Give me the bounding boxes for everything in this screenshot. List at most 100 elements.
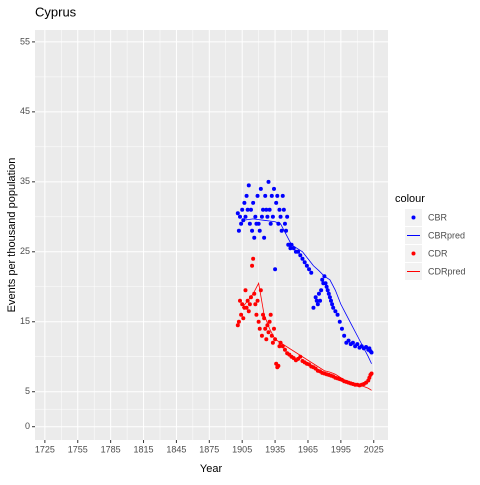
point — [296, 249, 301, 254]
point — [279, 228, 284, 233]
point — [331, 305, 336, 310]
point — [278, 214, 283, 219]
point — [266, 179, 271, 184]
point — [285, 214, 290, 219]
point — [251, 256, 256, 261]
point — [282, 347, 287, 352]
point — [246, 183, 251, 188]
point — [250, 228, 255, 233]
point — [255, 298, 260, 303]
point — [238, 214, 243, 219]
point — [259, 333, 264, 338]
point — [314, 298, 319, 303]
point — [265, 214, 270, 219]
x-tick-label: 1785 — [101, 444, 121, 454]
point — [323, 281, 328, 286]
point — [298, 253, 303, 258]
point — [364, 344, 369, 349]
y-tick-label: 55 — [20, 36, 30, 46]
point — [263, 193, 268, 198]
point — [236, 319, 241, 324]
y-tick-label: 25 — [20, 246, 30, 256]
point — [327, 295, 332, 300]
point — [242, 200, 247, 205]
point — [238, 298, 243, 303]
point — [245, 207, 250, 212]
point — [350, 340, 355, 345]
legend-label: CBR — [428, 212, 448, 222]
x-tick-label: 1905 — [232, 444, 252, 454]
point — [257, 228, 262, 233]
point — [274, 200, 279, 205]
point — [251, 200, 256, 205]
point — [276, 363, 281, 368]
point — [270, 214, 275, 219]
point — [316, 291, 321, 296]
point — [271, 326, 276, 331]
point — [253, 214, 258, 219]
legend-label: CBRpred — [428, 230, 465, 240]
point — [262, 235, 267, 240]
point — [254, 312, 259, 317]
point — [346, 338, 351, 343]
point — [243, 288, 248, 293]
point — [369, 371, 374, 376]
point — [337, 319, 342, 324]
point — [277, 344, 282, 349]
point — [355, 342, 360, 347]
point — [253, 302, 258, 307]
point — [235, 211, 240, 216]
point — [267, 319, 272, 324]
point — [277, 207, 282, 212]
point — [369, 350, 374, 355]
point — [273, 267, 278, 272]
x-tick-label: 1935 — [265, 444, 285, 454]
point — [342, 333, 347, 338]
point — [244, 193, 249, 198]
point — [256, 319, 261, 324]
point — [263, 326, 268, 331]
y-axis-label: Events per thousand population — [6, 158, 18, 313]
point — [270, 340, 275, 345]
point — [333, 309, 338, 314]
point — [271, 186, 276, 191]
point — [275, 193, 280, 198]
point — [236, 228, 241, 233]
y-tick-label: 45 — [20, 106, 30, 116]
point — [244, 305, 249, 310]
point — [335, 312, 340, 317]
point — [267, 207, 272, 212]
y-tick-label: 5 — [25, 386, 30, 396]
point — [326, 291, 331, 296]
x-tick-label: 1755 — [68, 444, 88, 454]
point — [250, 263, 255, 268]
point — [241, 316, 246, 321]
point — [280, 193, 285, 198]
point — [328, 298, 333, 303]
x-tick-label: 1965 — [298, 444, 318, 454]
legend-symbol — [411, 215, 416, 220]
point — [300, 256, 305, 261]
point — [302, 260, 307, 265]
point — [248, 207, 253, 212]
point — [268, 312, 273, 317]
point — [281, 207, 286, 212]
point — [268, 221, 273, 226]
x-axis-label: Year — [200, 463, 223, 475]
point — [247, 221, 252, 226]
point — [307, 267, 312, 272]
x-tick-label: 1725 — [35, 444, 55, 454]
point — [255, 193, 260, 198]
y-tick-label: 15 — [20, 316, 30, 326]
legend-title: colour — [395, 193, 425, 205]
point — [264, 207, 269, 212]
x-tick-label: 1875 — [199, 444, 219, 454]
point — [257, 326, 262, 331]
point — [269, 193, 274, 198]
legend-label: CDRpred — [428, 266, 466, 276]
x-tick-label: 1815 — [134, 444, 154, 454]
point — [330, 302, 335, 307]
x-tick-label: 1845 — [166, 444, 186, 454]
point — [256, 221, 261, 226]
